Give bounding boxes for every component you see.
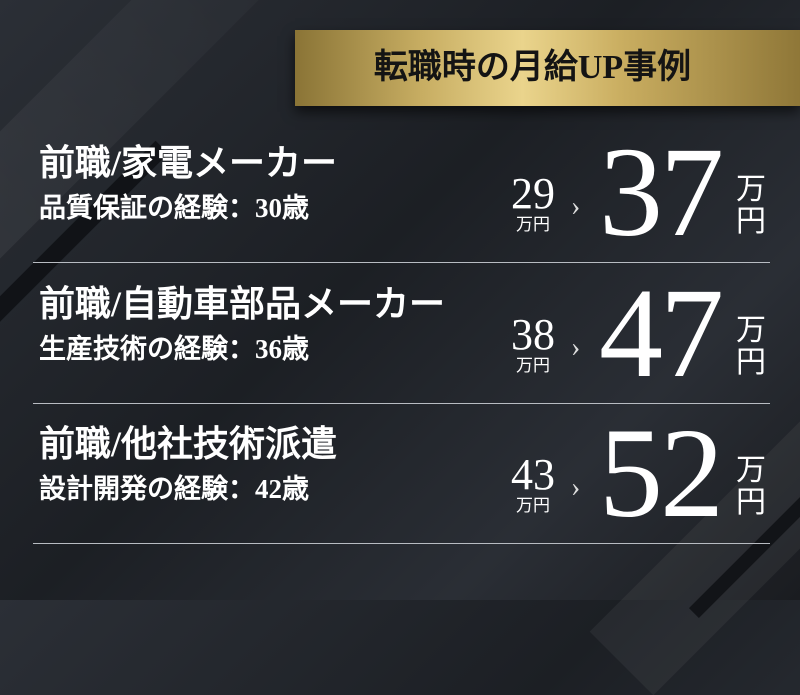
chevron-right-icon: › <box>571 332 581 363</box>
heading: 転職時の月給UP事例 <box>373 49 692 86</box>
case-row: 前職/家電メーカー 品質保証の経験：30歳 29 万円 › 37 万円 <box>33 128 770 263</box>
before-salary: 29 万円 <box>507 172 559 234</box>
after-unit: 万円 <box>735 455 767 519</box>
after-value: 52 <box>599 402 724 544</box>
unit-man: 万 <box>736 314 766 347</box>
unit-en: 円 <box>736 346 766 379</box>
chevron-right-icon: › <box>571 191 581 222</box>
before-value: 43 <box>511 450 555 499</box>
case-detail: 生産技術の経験：36歳 <box>39 334 309 364</box>
case-title: 前職/他社技術派遣 <box>39 424 338 464</box>
unit-en: 円 <box>736 486 766 519</box>
after-value: 47 <box>599 262 724 404</box>
before-value: 38 <box>511 310 555 359</box>
after-unit: 万円 <box>735 174 767 238</box>
case-detail: 設計開発の経験：42歳 <box>39 474 309 504</box>
before-unit: 万円 <box>516 496 550 515</box>
before-salary: 43 万円 <box>507 453 559 515</box>
after-unit: 万円 <box>735 315 767 379</box>
chevron-right-icon: › <box>571 472 581 503</box>
heading-banner: 転職時の月給UP事例 <box>295 30 800 106</box>
before-unit: 万円 <box>516 356 550 375</box>
unit-man: 万 <box>736 173 766 206</box>
before-value: 29 <box>511 169 555 218</box>
before-unit: 万円 <box>516 215 550 234</box>
before-salary: 38 万円 <box>507 313 559 375</box>
case-title: 前職/自動車部品メーカー <box>39 284 446 324</box>
unit-en: 円 <box>736 205 766 238</box>
case-title: 前職/家電メーカー <box>39 143 338 183</box>
case-detail: 品質保証の経験：30歳 <box>39 193 309 223</box>
case-row: 前職/他社技術派遣 設計開発の経験：42歳 43 万円 › 52 万円 <box>33 409 770 544</box>
after-value: 37 <box>599 121 724 263</box>
case-row: 前職/自動車部品メーカー 生産技術の経験：36歳 38 万円 › 47 万円 <box>33 269 770 404</box>
unit-man: 万 <box>736 454 766 487</box>
